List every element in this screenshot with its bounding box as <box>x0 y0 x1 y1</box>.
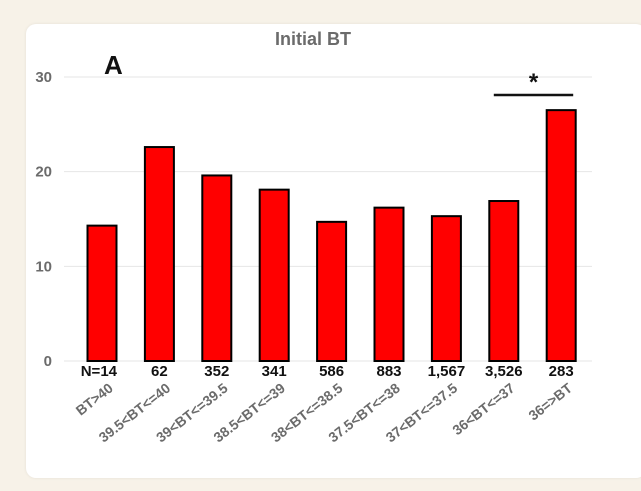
bars <box>86 109 577 362</box>
bar <box>488 200 520 362</box>
category-label: BT>40 <box>73 380 116 419</box>
n-label: 1,567 <box>428 363 466 380</box>
y-tick-label: 30 <box>35 69 52 86</box>
category-label: 36=>BT <box>525 379 575 423</box>
bar <box>373 206 405 362</box>
sample-size-labels: N=14 62 352 341 586 883 1,567 3,526 283 <box>81 363 574 380</box>
bar <box>430 215 462 362</box>
n-value: 14 <box>100 363 117 380</box>
n-label: 352 <box>204 363 229 380</box>
y-tick-label: 0 <box>44 353 52 370</box>
bar <box>201 174 233 362</box>
n-label: 586 <box>319 363 344 380</box>
y-axis-ticks: 0 10 20 30 <box>35 69 52 370</box>
y-tick-label: 10 <box>35 258 52 275</box>
bar <box>143 146 175 362</box>
n-label: 341 <box>262 363 287 380</box>
n-label: 3,526 <box>485 363 523 380</box>
category-label: 36<BT<=37 <box>449 380 518 439</box>
y-tick-label: 20 <box>35 164 52 181</box>
n-label: 283 <box>549 363 574 380</box>
category-labels: BT>4039.5<BT<=4039<BT<=39.538.5<BT<=3938… <box>73 379 576 445</box>
bar <box>545 109 577 362</box>
bar <box>316 220 348 362</box>
significance-star: * <box>529 69 539 96</box>
significance-marker: * <box>493 69 574 97</box>
bar <box>258 188 290 362</box>
n-label: 62 <box>151 363 168 380</box>
n-prefix: N= <box>81 363 101 380</box>
n-label: 883 <box>376 363 401 380</box>
bar <box>86 224 118 362</box>
n-label: N=14 <box>81 363 118 380</box>
panel-letter: A <box>104 50 123 80</box>
chart-title: Initial BT <box>275 29 351 49</box>
